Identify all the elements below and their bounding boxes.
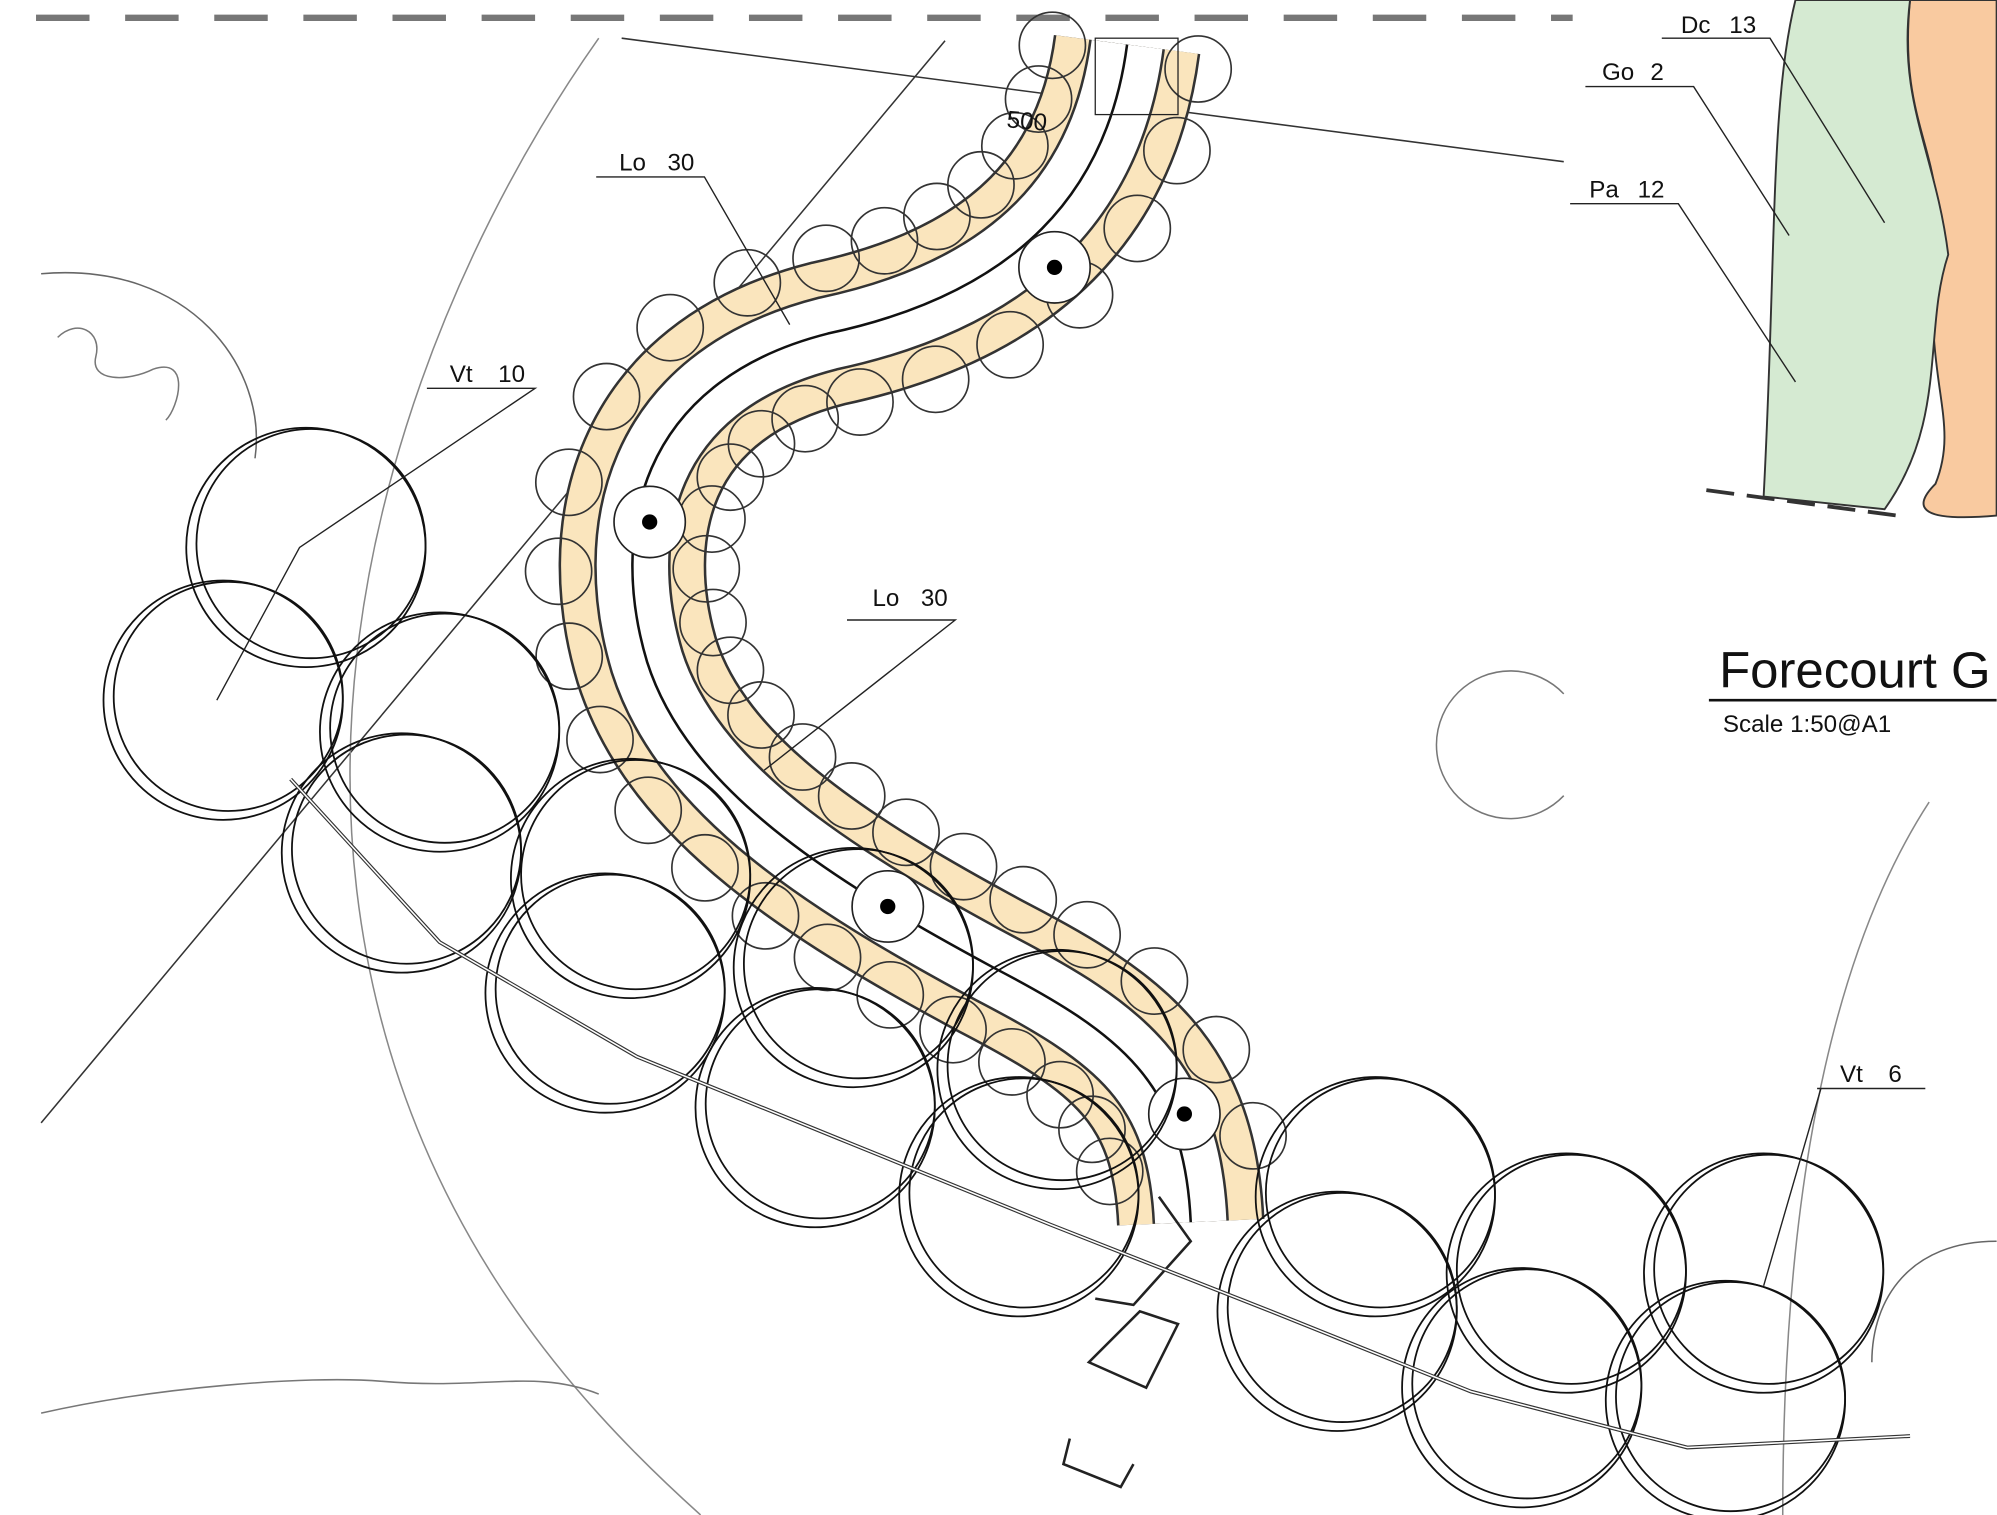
tree-canopy <box>1216 1190 1458 1432</box>
scallop <box>989 865 1058 934</box>
scallop <box>902 182 971 251</box>
scallop <box>1004 65 1073 133</box>
scallop <box>792 224 861 293</box>
plant-code: Dc <box>1681 12 1711 39</box>
scallop <box>572 362 641 431</box>
scallop <box>1053 900 1122 969</box>
tree-canopy <box>1653 1153 1885 1385</box>
scallop <box>696 443 765 512</box>
tree-canopy <box>195 428 427 660</box>
scallop <box>534 448 603 517</box>
scallop <box>1026 1060 1094 1129</box>
hedge <box>524 11 1287 1227</box>
scallop <box>1164 35 1233 103</box>
tree-canopy <box>494 873 726 1105</box>
scallop <box>817 762 886 830</box>
scallop <box>826 368 894 436</box>
scallop <box>1018 11 1087 80</box>
tree-canopy <box>704 988 936 1220</box>
scallop <box>679 588 747 657</box>
tree-canopy <box>1411 1268 1643 1500</box>
edge-line <box>1706 488 1898 518</box>
scallop <box>727 681 795 749</box>
tree-canopy <box>185 426 427 669</box>
tree-canopy <box>1254 1076 1496 1318</box>
tree-canopy <box>1226 1192 1458 1423</box>
scallop <box>980 111 1049 180</box>
plant-qty: 30 <box>667 150 694 177</box>
tree-canopy <box>291 733 522 965</box>
tree-canopy <box>1401 1267 1643 1509</box>
trees <box>102 426 1885 1515</box>
tree-canopy <box>1445 1152 1687 1394</box>
plant-qty: 12 <box>1638 176 1665 203</box>
scallop <box>850 206 919 275</box>
tree-canopy <box>1264 1077 1496 1309</box>
tree-canopy <box>908 1077 1140 1309</box>
leaders <box>216 37 1926 1287</box>
scallop <box>793 923 862 992</box>
scallop <box>636 293 705 362</box>
plant-qty: 2 <box>1650 59 1663 86</box>
scallop <box>901 345 970 414</box>
scallop <box>614 776 683 845</box>
plant-code: Lo <box>619 150 646 177</box>
scallop <box>713 248 782 317</box>
dimension: 500 <box>1006 106 1049 136</box>
scallop <box>978 1027 1046 1096</box>
scallop <box>768 723 837 791</box>
scallop <box>1058 1095 1126 1164</box>
plant-code: Lo <box>872 585 899 612</box>
plant-qty: 10 <box>498 361 525 388</box>
scallop <box>1120 947 1189 1015</box>
scallop <box>1143 116 1211 185</box>
tree-canopy <box>946 950 1178 1182</box>
scallop <box>1075 1137 1144 1206</box>
tree-canopy <box>1615 1281 1847 1513</box>
scallop <box>524 537 593 606</box>
plant-code: Go <box>1602 59 1634 86</box>
scallop <box>1219 1101 1287 1170</box>
tree-canopy <box>1643 1152 1885 1394</box>
scallop <box>535 622 604 691</box>
tree-canopy <box>1455 1153 1687 1385</box>
shrub-bed <box>1762 0 1950 511</box>
tree-canopy <box>112 580 344 812</box>
steps <box>1094 37 1179 116</box>
plant-qty: 30 <box>921 585 948 612</box>
plant-code: Pa <box>1589 176 1619 203</box>
scallop <box>919 995 987 1064</box>
plant-code: Vt <box>1840 1061 1863 1088</box>
scallop <box>1182 1015 1251 1084</box>
scallop <box>771 384 840 453</box>
bench <box>1061 1195 1193 1489</box>
tree-canopy <box>742 848 974 1080</box>
construction-lines <box>40 37 1997 1515</box>
plant-code: Vt <box>450 361 473 388</box>
scallop <box>671 833 739 902</box>
scallop <box>672 534 741 603</box>
scale: Scale 1:50@A1 <box>1723 711 1891 738</box>
scallop <box>976 310 1045 379</box>
scallop <box>731 881 800 950</box>
irrigation-line-inner <box>290 778 1911 1449</box>
scallop <box>1103 194 1172 263</box>
title: Forecourt G <box>1719 641 1991 698</box>
plant-qty: 13 <box>1729 12 1756 39</box>
scallop <box>566 705 634 774</box>
scallop <box>872 798 940 867</box>
scallop <box>929 832 998 901</box>
tree-canopy <box>329 612 561 844</box>
plant-qty: 6 <box>1888 1061 1901 1088</box>
tree-canopy <box>520 759 752 991</box>
